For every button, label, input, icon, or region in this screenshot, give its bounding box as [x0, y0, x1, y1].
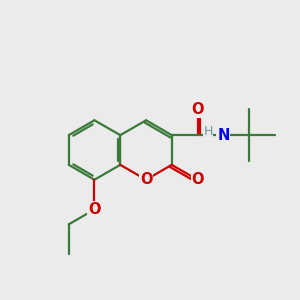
Text: O: O [191, 102, 204, 117]
Text: O: O [191, 172, 204, 187]
Text: O: O [140, 172, 152, 187]
Text: O: O [88, 202, 101, 217]
Text: H: H [203, 125, 213, 138]
Text: N: N [217, 128, 230, 142]
